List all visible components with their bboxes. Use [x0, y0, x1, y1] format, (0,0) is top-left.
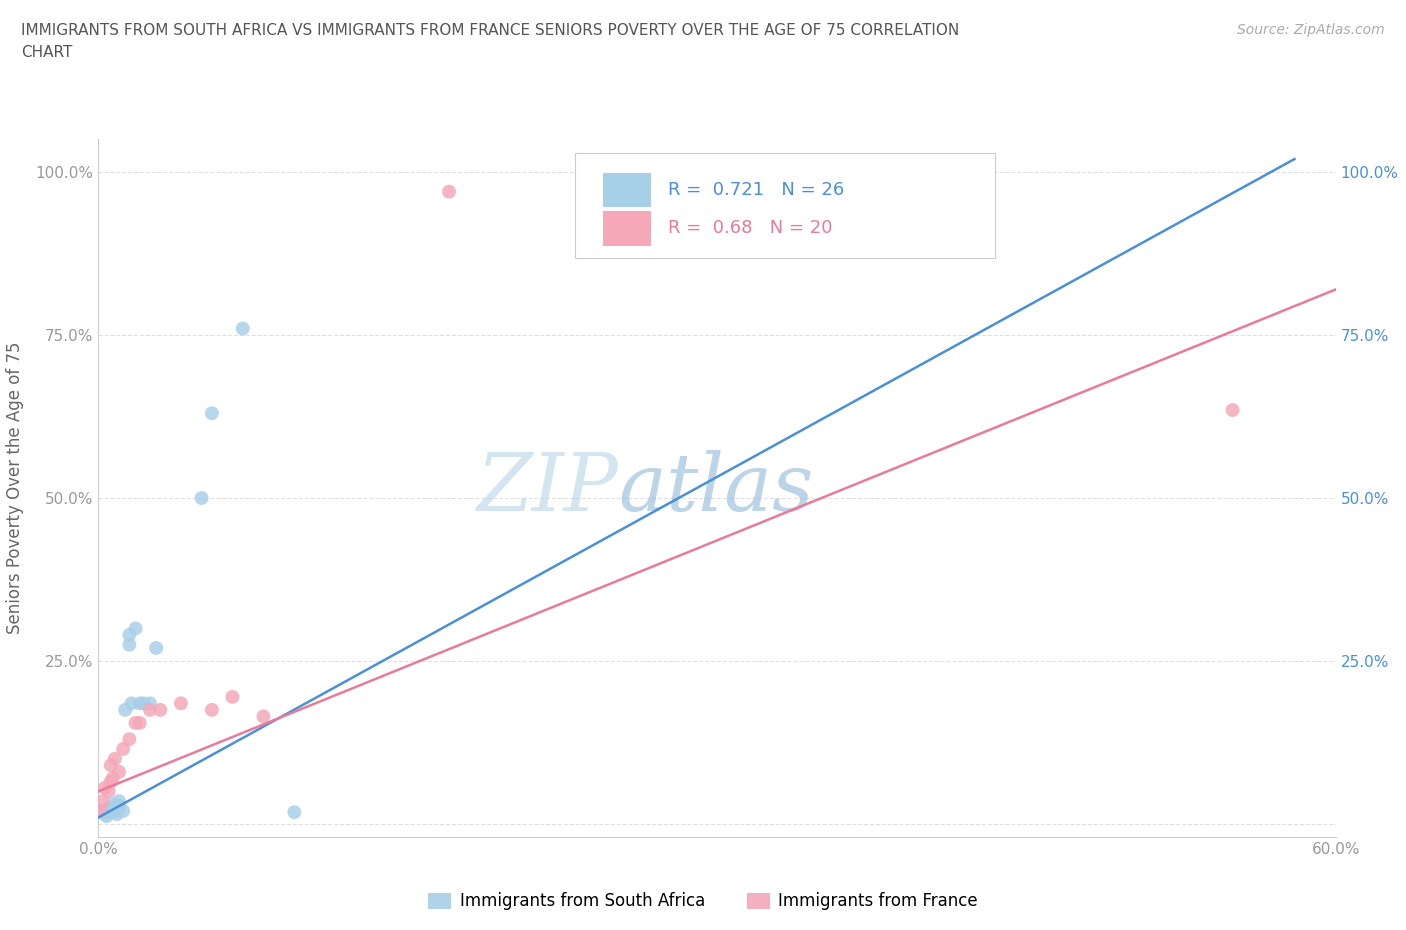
Legend: Immigrants from South Africa, Immigrants from France: Immigrants from South Africa, Immigrants…	[422, 885, 984, 917]
Y-axis label: Seniors Poverty Over the Age of 75: Seniors Poverty Over the Age of 75	[7, 342, 24, 634]
FancyBboxPatch shape	[603, 173, 651, 207]
Point	[100, 803, 122, 817]
Point	[1222, 403, 1244, 418]
Point	[118, 637, 141, 652]
Text: ZIP: ZIP	[477, 449, 619, 527]
Point	[114, 702, 136, 717]
Text: atlas: atlas	[619, 449, 814, 527]
Point	[201, 405, 224, 420]
Point	[101, 771, 124, 786]
Text: IMMIGRANTS FROM SOUTH AFRICA VS IMMIGRANTS FROM FRANCE SENIORS POVERTY OVER THE : IMMIGRANTS FROM SOUTH AFRICA VS IMMIGRAN…	[21, 23, 959, 38]
Point	[145, 641, 167, 656]
Point	[190, 491, 212, 506]
Point	[108, 793, 131, 808]
Point	[104, 751, 127, 766]
Point	[128, 696, 150, 711]
FancyBboxPatch shape	[603, 211, 651, 246]
Point	[93, 780, 115, 795]
Point	[221, 689, 243, 704]
Point	[97, 800, 120, 815]
Point	[149, 702, 172, 717]
Point	[118, 732, 141, 747]
Point	[108, 764, 131, 779]
Point	[104, 804, 127, 818]
Point	[232, 321, 254, 336]
Point	[100, 774, 122, 789]
Point	[93, 806, 115, 821]
Point	[112, 741, 135, 756]
Text: R =  0.721   N = 26: R = 0.721 N = 26	[668, 180, 844, 199]
Text: CHART: CHART	[21, 45, 73, 60]
Point	[124, 715, 146, 730]
Point	[100, 758, 122, 773]
Point	[283, 804, 305, 819]
Point	[201, 702, 224, 717]
Point	[89, 804, 111, 818]
Point	[101, 797, 124, 812]
Point	[91, 793, 114, 808]
Point	[437, 184, 460, 199]
Point	[97, 784, 120, 799]
Point	[105, 806, 128, 821]
Point	[170, 696, 193, 711]
Point	[252, 709, 274, 724]
Point	[120, 696, 142, 711]
Point	[89, 804, 111, 818]
Point	[139, 696, 162, 711]
Point	[132, 696, 155, 711]
Point	[100, 804, 122, 819]
Point	[96, 809, 118, 824]
Point	[128, 715, 150, 730]
Text: R =  0.68   N = 20: R = 0.68 N = 20	[668, 219, 832, 237]
Point	[108, 800, 131, 815]
Text: Source: ZipAtlas.com: Source: ZipAtlas.com	[1237, 23, 1385, 37]
Point	[139, 702, 162, 717]
Point	[124, 621, 146, 636]
FancyBboxPatch shape	[575, 153, 995, 259]
Point	[118, 628, 141, 643]
Point	[108, 798, 131, 813]
Point	[112, 804, 135, 818]
